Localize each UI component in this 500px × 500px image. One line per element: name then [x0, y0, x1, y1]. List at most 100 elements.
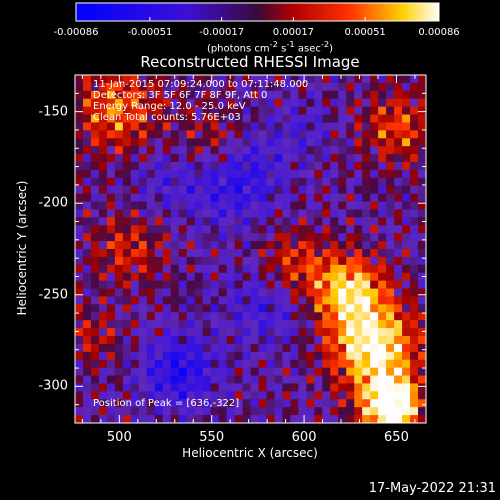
heatmap-cell — [370, 130, 379, 139]
heatmap-cell — [378, 383, 387, 392]
heatmap-cell — [178, 415, 188, 424]
heatmap-cell — [226, 249, 235, 258]
heatmap-cell — [330, 288, 339, 297]
heatmap-cell — [298, 343, 307, 353]
heatmap-cell — [386, 98, 395, 108]
heatmap-cell — [106, 288, 116, 297]
heatmap-cell — [202, 114, 212, 123]
heatmap-cell — [282, 225, 291, 234]
heatmap-cell — [194, 225, 204, 234]
heatmap-cell — [346, 415, 355, 424]
heatmap-cell — [362, 272, 371, 282]
heatmap-cell — [282, 114, 291, 123]
heatmap-cell — [378, 359, 387, 369]
heatmap-cell — [122, 391, 132, 400]
heatmap-cell — [75, 146, 84, 155]
heatmap-cell — [290, 351, 299, 361]
heatmap-cell — [386, 415, 395, 424]
heatmap-cell — [298, 217, 307, 226]
heatmap-cell — [306, 98, 315, 108]
heatmap-cell — [138, 177, 148, 187]
heatmap-cell — [370, 359, 379, 369]
heatmap-cell — [290, 328, 299, 337]
heatmap-cell — [162, 391, 172, 400]
heatmap-cell — [170, 241, 180, 250]
heatmap-cell — [370, 343, 379, 353]
heatmap-cell — [218, 98, 227, 108]
heatmap-cell — [186, 264, 196, 274]
heatmap-cell — [370, 106, 379, 115]
heatmap-cell — [170, 399, 180, 408]
heatmap-cell — [162, 233, 172, 242]
heatmap-cell — [314, 162, 323, 171]
heatmap-cell — [378, 201, 387, 210]
heatmap-cell — [154, 209, 164, 218]
heatmap-cell — [250, 359, 259, 369]
heatmap-cell — [322, 375, 331, 384]
heatmap-cell — [386, 114, 395, 123]
heatmap-cell — [306, 336, 315, 345]
heatmap-cell — [282, 328, 291, 337]
heatmap-cell — [410, 154, 419, 163]
heatmap-cell — [154, 82, 164, 92]
heatmap-cell — [170, 225, 180, 234]
heatmap-cell — [418, 312, 427, 321]
heatmap-cell — [290, 367, 299, 376]
heatmap-cell — [122, 209, 132, 218]
heatmap-cell — [410, 359, 419, 369]
heatmap-cell — [394, 249, 403, 258]
heatmap-cell — [322, 154, 331, 163]
heatmap-cell — [90, 241, 100, 250]
heatmap-cell — [290, 122, 299, 131]
heatmap-cell — [90, 82, 100, 92]
heatmap-cell — [90, 169, 100, 179]
colorbar-tick-label: -0.00017 — [199, 27, 245, 38]
heatmap-cell — [106, 399, 116, 408]
heatmap-cell — [98, 106, 108, 115]
heatmap-cell — [402, 193, 411, 202]
heatmap-cell — [90, 288, 100, 297]
heatmap-cell — [250, 256, 259, 266]
heatmap-cell — [346, 209, 355, 218]
heatmap-cell — [234, 169, 243, 179]
heatmap-cell — [370, 391, 379, 400]
heatmap-cell — [90, 296, 100, 305]
heatmap-cell — [282, 343, 291, 353]
heatmap-cell — [282, 391, 291, 400]
heatmap-cell — [138, 399, 148, 408]
heatmap-cell — [146, 304, 156, 313]
heatmap-cell — [314, 75, 323, 84]
heatmap-cell — [186, 272, 196, 282]
heatmap-cell — [82, 264, 92, 274]
heatmap-cell — [218, 328, 227, 337]
heatmap-cell — [306, 391, 315, 400]
heatmap-cell — [266, 280, 275, 289]
heatmap-cell — [410, 312, 419, 321]
heatmap-cell — [314, 320, 323, 329]
heatmap-cell — [418, 185, 427, 195]
heatmap-cell — [250, 328, 259, 337]
heatmap-cell — [338, 82, 347, 92]
heatmap-cell — [146, 288, 156, 297]
heatmap-cell — [210, 272, 219, 282]
heatmap-cell — [170, 383, 180, 392]
heatmap-cell — [410, 122, 419, 131]
heatmap-cell — [82, 256, 92, 266]
heatmap-cell — [346, 106, 355, 115]
heatmap-cell — [394, 367, 403, 376]
heatmap-cell — [98, 193, 108, 202]
heatmap-cell — [146, 138, 156, 147]
heatmap-cell — [178, 280, 188, 289]
heatmap-cell — [330, 209, 339, 218]
heatmap-cell — [354, 256, 363, 266]
heatmap-cell — [106, 296, 116, 305]
heatmap-cell — [194, 209, 204, 218]
heatmap-cell — [298, 241, 307, 250]
heatmap-cell — [186, 359, 196, 369]
heatmap-cell — [114, 82, 124, 92]
heatmap-cell — [75, 407, 84, 416]
heatmap-cell — [75, 169, 84, 179]
heatmap-cell — [266, 407, 275, 416]
heatmap-cell — [202, 249, 212, 258]
heatmap-cell — [210, 375, 219, 384]
